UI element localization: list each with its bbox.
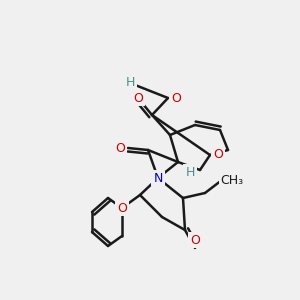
Text: O: O xyxy=(171,92,181,104)
Text: N: N xyxy=(153,172,163,184)
Text: O: O xyxy=(117,202,127,214)
Text: H: H xyxy=(185,166,195,178)
Text: CH₃: CH₃ xyxy=(220,173,244,187)
Text: H: H xyxy=(185,166,195,178)
Text: O: O xyxy=(133,92,143,104)
Text: O: O xyxy=(190,233,200,247)
Text: O: O xyxy=(213,148,223,161)
Text: O: O xyxy=(115,142,125,154)
Text: H: H xyxy=(125,76,135,89)
